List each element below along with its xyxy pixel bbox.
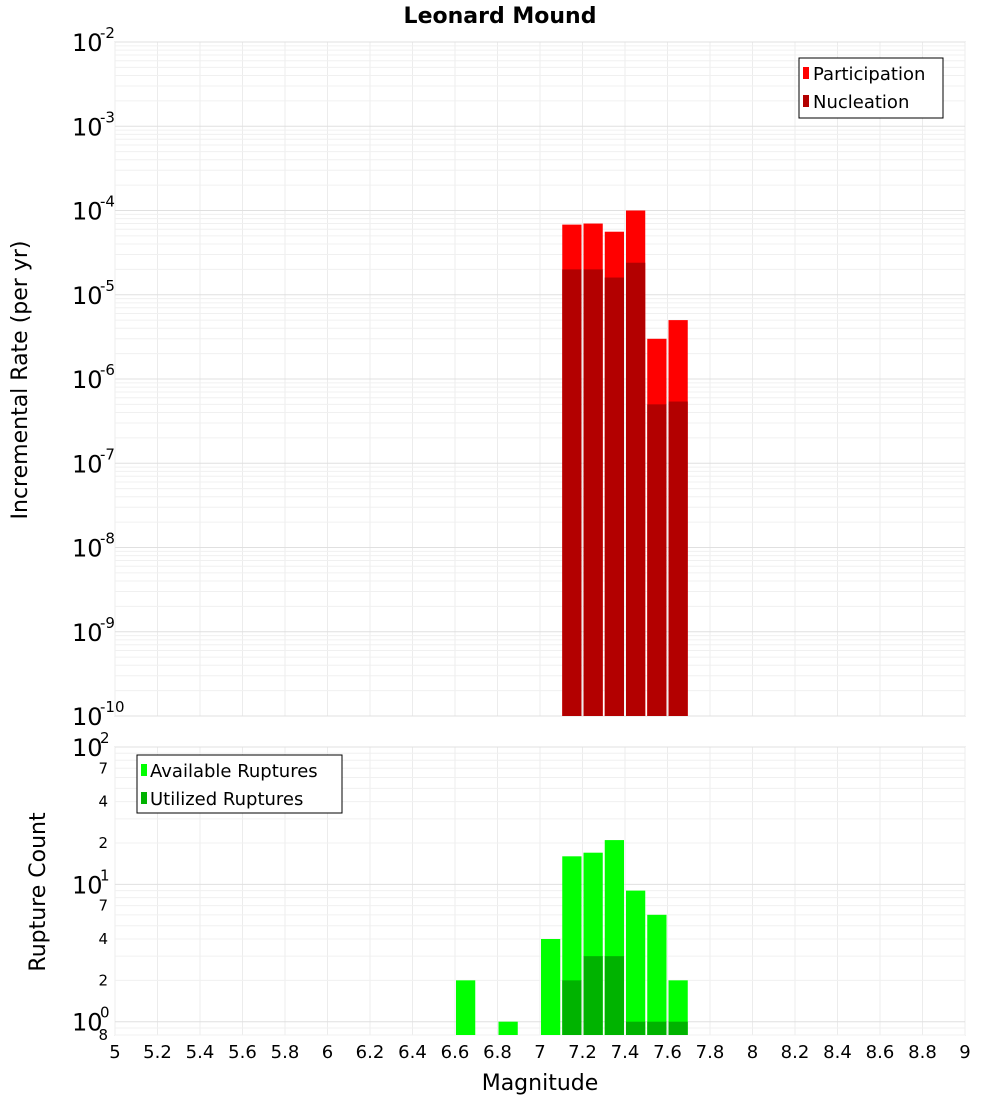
y-minor-tick-label: 7: [98, 897, 108, 915]
x-tick-label: 6: [322, 1042, 333, 1063]
x-tick-label: 7.2: [568, 1042, 597, 1063]
top-y-axis-label: Incremental Rate (per yr): [8, 241, 33, 520]
y-tick-label: 10: [72, 619, 103, 647]
y-tick-exponent: -5: [100, 277, 115, 295]
x-axis-ticks: 5 5.2 5.4 5.6 5.8 6 6.2 6.4 6.6 6.8 7 7.2 7.4 7.6 7.8 8…: [109, 1042, 970, 1063]
bar-available-ruptures: [456, 980, 476, 1035]
y-minor-tick-label: 7: [98, 759, 108, 777]
y-minor-tick-label: 2: [98, 834, 108, 852]
x-tick-label: 7: [534, 1042, 545, 1063]
y-tick-exponent: -10: [100, 698, 125, 716]
bottom-legend: Available Ruptures Utilized Ruptures: [136, 754, 343, 814]
top-legend-box: [798, 57, 944, 119]
top-plot-bars: [562, 210, 688, 717]
legend-label-nucleation: Nucleation: [813, 92, 909, 113]
x-tick-label: 5.4: [186, 1042, 215, 1063]
bottom-plot-bars: [456, 840, 688, 1035]
x-tick-label: 6.4: [398, 1042, 427, 1063]
x-tick-label: 5: [109, 1042, 120, 1063]
x-tick-label: 5.6: [228, 1042, 257, 1063]
y-minor-tick-label: 8: [98, 1026, 108, 1044]
y-tick-exponent: 1: [100, 866, 110, 884]
x-tick-label: 8: [747, 1042, 758, 1063]
y-tick-exponent: 2: [100, 729, 110, 747]
x-tick-label: 7.4: [611, 1042, 640, 1063]
bar-nucleation: [647, 404, 667, 716]
bar-utilized-ruptures: [668, 1021, 688, 1035]
bar-available-ruptures: [647, 914, 667, 1035]
x-tick-label: 8.8: [908, 1042, 937, 1063]
top-plot-grid: [114, 41, 966, 717]
y-minor-tick-label: 2: [98, 971, 108, 989]
bar-available-ruptures: [541, 939, 561, 1035]
legend-swatch-utilized: [141, 792, 147, 804]
top-legend: Participation Nucleation: [798, 57, 944, 119]
y-minor-tick-label: 4: [98, 930, 108, 948]
y-tick-label: 10: [72, 366, 103, 394]
y-tick-label: 10: [72, 282, 103, 310]
x-tick-label: 8.4: [823, 1042, 852, 1063]
y-tick-exponent: -7: [100, 445, 115, 463]
legend-label-participation: Participation: [813, 64, 925, 85]
y-minor-tick-label: 4: [98, 793, 108, 811]
y-tick-exponent: -6: [100, 361, 115, 379]
x-tick-label: 6.8: [483, 1042, 512, 1063]
y-tick-label: 10: [72, 1009, 103, 1037]
x-tick-label: 6.2: [356, 1042, 385, 1063]
bottom-legend-box: [136, 754, 343, 814]
y-tick-label: 10: [72, 198, 103, 226]
x-tick-label: 7.8: [696, 1042, 725, 1063]
bar-available-ruptures: [626, 890, 646, 1035]
bar-available-ruptures: [498, 1021, 518, 1035]
y-tick-label: 10: [72, 450, 103, 478]
x-tick-label: 7.6: [653, 1042, 682, 1063]
chart-title: Leonard Mound: [404, 4, 597, 29]
bar-nucleation: [562, 269, 582, 716]
x-tick-label: 8.6: [866, 1042, 895, 1063]
bar-utilized-ruptures: [647, 1021, 667, 1035]
y-tick-label: 10: [72, 703, 103, 731]
legend-label-available: Available Ruptures: [150, 761, 318, 782]
y-tick-exponent: -3: [100, 108, 115, 126]
y-tick-exponent: -4: [100, 193, 115, 211]
x-tick-label: 9: [959, 1042, 970, 1063]
x-tick-label: 5.8: [271, 1042, 300, 1063]
y-tick-exponent: -8: [100, 530, 115, 548]
y-tick-label: 10: [72, 871, 103, 899]
legend-swatch-nucleation: [803, 95, 809, 107]
legend-swatch-available: [141, 764, 147, 776]
bar-utilized-ruptures: [626, 1021, 646, 1035]
bar-available-ruptures: [668, 980, 688, 1035]
bar-nucleation: [604, 277, 624, 716]
bar-nucleation: [668, 401, 688, 716]
y-tick-exponent: -9: [100, 614, 115, 632]
bar-nucleation: [583, 269, 603, 716]
y-tick-exponent: 0: [100, 1004, 110, 1022]
legend-swatch-participation: [803, 67, 809, 79]
legend-label-utilized: Utilized Ruptures: [150, 789, 303, 810]
bar-utilized-ruptures: [562, 980, 582, 1035]
y-tick-label: 10: [72, 734, 103, 762]
y-tick-label: 10: [72, 535, 103, 563]
x-tick-label: 8.2: [781, 1042, 810, 1063]
bar-utilized-ruptures: [583, 956, 603, 1035]
bar-utilized-ruptures: [604, 956, 624, 1035]
bottom-y-axis-label: Rupture Count: [26, 812, 51, 972]
y-tick-label: 10: [72, 29, 103, 57]
bar-nucleation: [626, 262, 646, 716]
x-tick-label: 5.2: [143, 1042, 172, 1063]
y-tick-exponent: -2: [100, 24, 115, 42]
x-tick-label: 6.6: [441, 1042, 470, 1063]
y-tick-label: 10: [72, 113, 103, 141]
x-axis-label: Magnitude: [482, 1071, 599, 1096]
